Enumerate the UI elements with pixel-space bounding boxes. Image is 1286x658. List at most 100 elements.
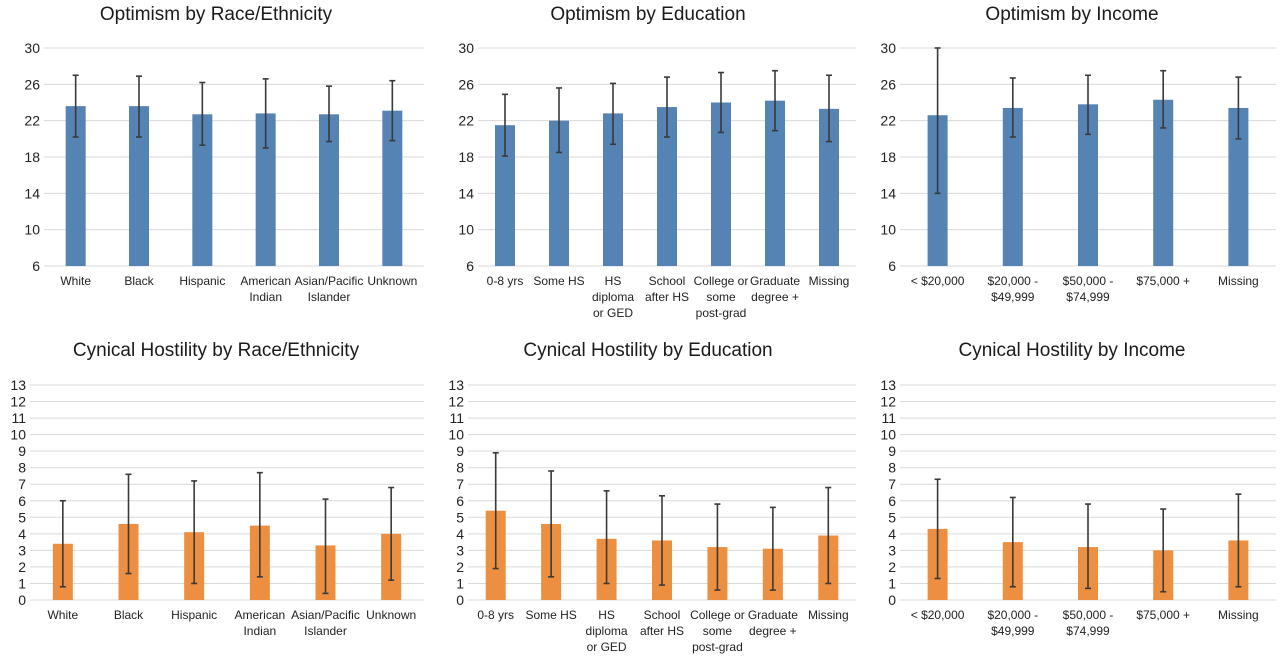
x-tick-label: degree + (749, 624, 797, 638)
y-tick-label: 3 (18, 542, 26, 558)
error-bar (502, 93, 508, 157)
y-tick-label: 14 (24, 185, 40, 201)
x-tick-label: $74,999 (1066, 624, 1110, 638)
x-tick-label: College or (694, 274, 749, 288)
y-tick-label: 22 (24, 113, 40, 129)
chart-title: Optimism by Income (985, 4, 1159, 25)
x-tick-label: Graduate (748, 608, 798, 622)
error-bar (388, 486, 395, 581)
y-tick-label: 5 (456, 509, 464, 525)
y-tick-label: 9 (18, 443, 26, 459)
error-bar (191, 480, 198, 585)
error-bar (769, 506, 776, 591)
error-bar (492, 452, 499, 570)
x-tick-label: $50,000 - (1063, 274, 1114, 288)
error-bar (125, 473, 132, 575)
y-tick-label: 11 (449, 410, 464, 426)
y-tick-label: 7 (18, 476, 26, 492)
y-tick-label: 18 (880, 149, 896, 165)
error-bar (556, 87, 562, 154)
bar (192, 114, 213, 266)
x-tick-label: Some HS (533, 274, 584, 288)
chart-title: Optimism by Race/Ethnicity (99, 4, 333, 25)
error-bar (659, 495, 665, 586)
error-bar (603, 490, 610, 585)
x-tick-label: Asian/Pacific (291, 608, 360, 622)
bar (255, 113, 276, 267)
error-bar (72, 74, 79, 138)
y-tick-label: 0 (456, 592, 464, 608)
chart-title: Cynical Hostility by Income (958, 340, 1186, 361)
error-bar (826, 74, 832, 143)
x-tick-label: Black (124, 274, 154, 288)
error-bar (1009, 496, 1016, 588)
y-tick-label: 22 (880, 113, 896, 129)
x-tick-label: White (47, 608, 78, 622)
y-tick-label: 7 (888, 476, 896, 492)
y-tick-label: 9 (456, 443, 464, 459)
y-tick-label: 22 (458, 113, 474, 129)
x-tick-label: Asian/Pacific (295, 274, 364, 288)
x-tick-label: Indian (249, 290, 282, 304)
error-bar (714, 503, 721, 591)
bar (495, 125, 515, 266)
y-tick-label: 1 (456, 575, 464, 591)
y-tick-label: 2 (888, 559, 896, 575)
error-bar (262, 78, 269, 149)
error-bar (136, 75, 142, 138)
error-bar (1235, 76, 1242, 140)
x-tick-label: $20,000 - (987, 274, 1038, 288)
error-bar (59, 499, 66, 588)
x-tick-label: $50,000 - (1063, 608, 1114, 622)
x-tick-label: after HS (645, 290, 689, 304)
x-tick-label: or GED (587, 640, 627, 654)
x-tick-label: $75,000 + (1136, 274, 1190, 288)
error-bar (1160, 508, 1167, 593)
y-tick-label: 6 (18, 493, 26, 509)
x-tick-label: after HS (640, 624, 684, 638)
x-tick-label: Indian (243, 624, 276, 638)
x-tick-label: $74,999 (1066, 290, 1110, 304)
error-bar (718, 71, 724, 134)
y-tick-label: 3 (456, 542, 464, 558)
x-tick-label: $20,000 - (987, 608, 1038, 622)
x-tick-label: Unknown (367, 274, 417, 288)
error-bar (825, 486, 832, 585)
y-tick-label: 8 (456, 460, 464, 476)
x-tick-label: post-grad (696, 306, 747, 320)
x-tick-label: < $20,000 (911, 608, 965, 622)
x-tick-label: diploma (586, 624, 628, 638)
y-tick-label: 18 (24, 149, 40, 165)
y-tick-label: 2 (18, 559, 26, 575)
y-tick-label: 3 (888, 542, 896, 558)
y-tick-label: 10 (24, 222, 40, 238)
error-bar (389, 79, 396, 142)
y-tick-label: 14 (880, 185, 896, 201)
y-tick-label: 9 (888, 443, 896, 459)
x-tick-label: Black (114, 608, 144, 622)
y-tick-label: 30 (458, 40, 474, 56)
y-tick-label: 0 (18, 592, 26, 608)
x-tick-label: Missing (1218, 274, 1259, 288)
x-tick-label: HS (605, 274, 622, 288)
y-tick-label: 26 (880, 76, 896, 92)
error-bar (199, 81, 206, 146)
x-tick-label: Graduate (750, 274, 800, 288)
error-bar (1235, 493, 1242, 588)
y-tick-label: 5 (18, 509, 26, 525)
error-bar (326, 85, 332, 143)
x-tick-label: Missing (1218, 608, 1259, 622)
x-tick-label: Missing (809, 274, 850, 288)
bar (765, 100, 785, 266)
bar (549, 120, 569, 267)
optimism-education-chart: 6 10 14 18 22 26 30 0-8 yrs Some HS HS diploma or G… (458, 40, 856, 320)
x-tick-label: 0-8 yrs (477, 608, 514, 622)
y-tick-label: 6 (466, 258, 474, 274)
y-tick-label: 14 (458, 185, 474, 201)
x-tick-label: School (649, 274, 686, 288)
y-tick-label: 30 (24, 40, 40, 56)
x-tick-label: College or (690, 608, 745, 622)
y-tick-label: 10 (458, 222, 474, 238)
